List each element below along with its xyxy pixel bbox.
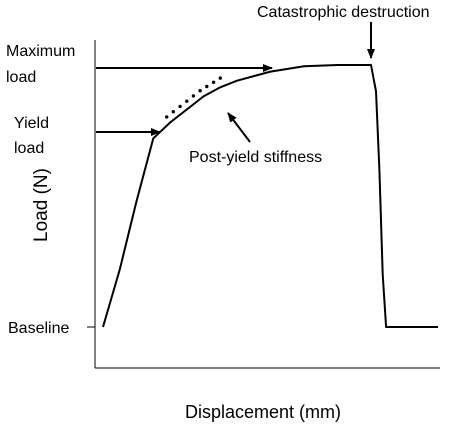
post-yield-label: Post-yield stiffness (189, 149, 322, 166)
stiffness-dot (198, 89, 202, 93)
stiffness-dot (205, 84, 209, 89)
stiffness-dot (185, 99, 189, 103)
baseline-label: Baseline (8, 320, 69, 337)
x-axis-label: Displacement (mm) (185, 402, 341, 422)
stiffness-dot (171, 110, 175, 114)
stiffness-dot (211, 80, 216, 85)
yield-load-label-line1: Yield (14, 115, 49, 132)
max-load-label-line1: Maximum (6, 43, 75, 60)
stiffness-dots (165, 76, 222, 119)
y-axis-label: Load (N) (31, 168, 52, 242)
load-curve (102, 64, 438, 328)
destruction-label: Catastrophic destruction (257, 4, 430, 21)
stiffness-dot (178, 104, 182, 109)
stiffness-dot (165, 115, 169, 119)
yield-load-label-line2: load (14, 140, 44, 157)
stiffness-dot (218, 76, 222, 80)
stiffness-dot (191, 94, 196, 98)
max-load-label-line2: load (6, 69, 36, 86)
post-yield-arrow (227, 112, 251, 143)
